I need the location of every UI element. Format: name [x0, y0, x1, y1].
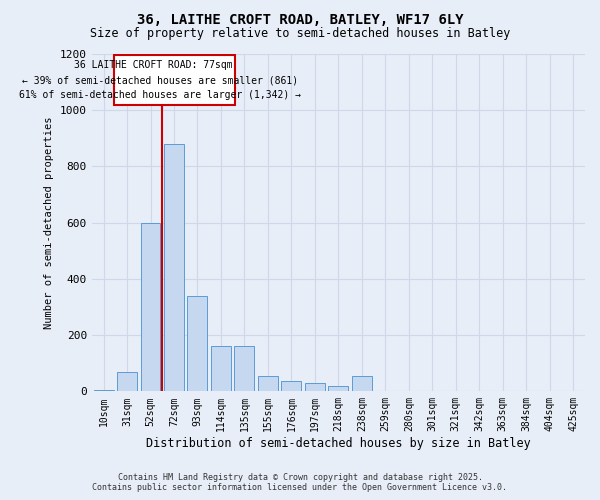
Bar: [164, 144, 184, 392]
Bar: [187, 296, 208, 392]
Bar: [328, 386, 349, 392]
Bar: [281, 382, 301, 392]
Text: 36 LAITHE CROFT ROAD: 77sqm: 36 LAITHE CROFT ROAD: 77sqm: [74, 60, 232, 70]
Text: 36, LAITHE CROFT ROAD, BATLEY, WF17 6LY: 36, LAITHE CROFT ROAD, BATLEY, WF17 6LY: [137, 12, 463, 26]
Text: ← 39% of semi-detached houses are smaller (861): ← 39% of semi-detached houses are smalle…: [22, 75, 298, 85]
Text: Contains HM Land Registry data © Crown copyright and database right 2025.
Contai: Contains HM Land Registry data © Crown c…: [92, 473, 508, 492]
Y-axis label: Number of semi-detached properties: Number of semi-detached properties: [44, 116, 55, 329]
Bar: [352, 376, 372, 392]
Bar: [94, 390, 113, 392]
Bar: [140, 222, 160, 392]
Bar: [211, 346, 231, 392]
X-axis label: Distribution of semi-detached houses by size in Batley: Distribution of semi-detached houses by …: [146, 437, 531, 450]
Text: Size of property relative to semi-detached houses in Batley: Size of property relative to semi-detach…: [90, 28, 510, 40]
Bar: [258, 376, 278, 392]
Bar: [235, 346, 254, 392]
Text: 61% of semi-detached houses are larger (1,342) →: 61% of semi-detached houses are larger (…: [19, 90, 301, 100]
Bar: [305, 383, 325, 392]
FancyBboxPatch shape: [114, 56, 235, 104]
Bar: [117, 372, 137, 392]
